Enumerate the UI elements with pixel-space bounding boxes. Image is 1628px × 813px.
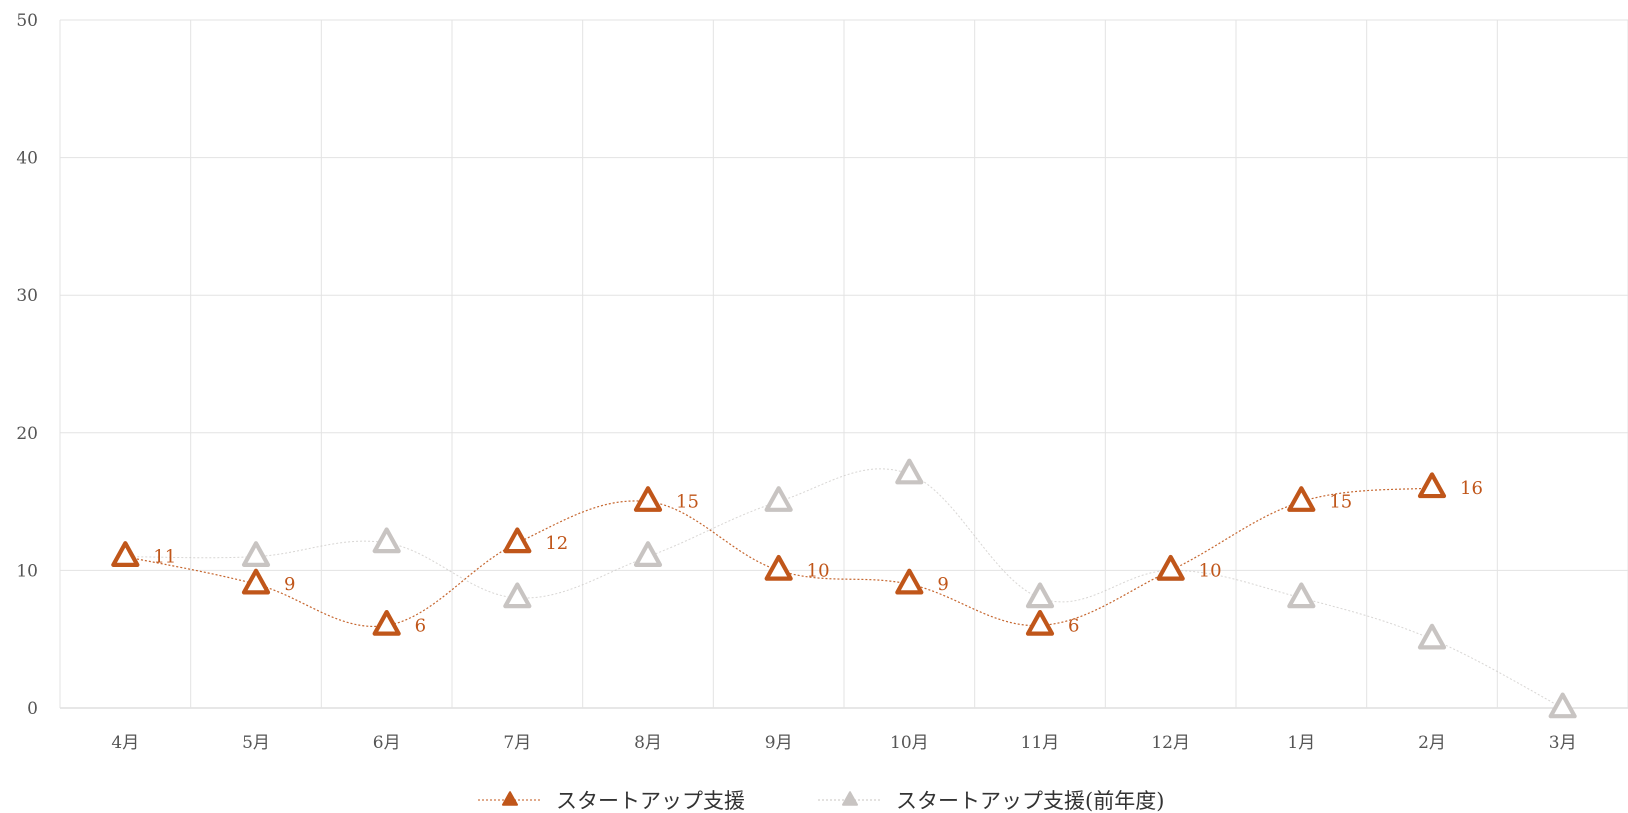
y-tick-label: 20 [16, 424, 38, 444]
data-label: 9 [284, 574, 295, 595]
legend-label: スタートアップ支援(前年度) [896, 789, 1164, 813]
data-point-marker[interactable] [1025, 582, 1055, 609]
y-tick-label: 0 [27, 699, 38, 719]
grid [59, 19, 1628, 709]
x-tick-label: 1月 [1287, 733, 1315, 753]
x-tick-label: 8月 [634, 733, 662, 753]
data-label: 15 [1329, 492, 1352, 513]
x-tick-label: 3月 [1549, 733, 1577, 753]
data-label: 16 [1460, 478, 1483, 499]
data-point-marker[interactable] [764, 486, 793, 512]
series-0: 11 9 6 12 15 10 9 6 10 15 16 [111, 472, 1483, 636]
data-point-marker[interactable] [503, 527, 532, 554]
data-label: 10 [807, 560, 830, 581]
data-point-marker[interactable] [895, 568, 924, 595]
legend-marker-swatch [502, 791, 518, 806]
data-label: 6 [1068, 615, 1079, 636]
series-layer: 11 9 6 12 15 10 9 6 10 15 16 [111, 458, 1577, 719]
data-point-marker[interactable] [1287, 486, 1316, 512]
data-point-marker[interactable] [241, 541, 271, 567]
y-tick-label: 40 [16, 149, 38, 169]
series-1 [111, 458, 1577, 719]
x-axis-ticks: 4月 5月 6月 7月 8月 9月 10月 11月 12月 1月 2月 3月 [111, 733, 1576, 753]
data-label: 11 [153, 547, 176, 568]
data-point-marker[interactable] [111, 541, 140, 567]
data-label: 15 [676, 492, 699, 513]
data-point-marker[interactable] [241, 568, 271, 595]
x-tick-label: 7月 [503, 733, 531, 753]
data-point-marker[interactable] [1417, 472, 1447, 499]
data-point-marker[interactable] [1417, 623, 1447, 650]
x-tick-label: 12月 [1151, 733, 1190, 753]
x-tick-label: 4月 [111, 733, 139, 753]
legend-item-1[interactable]: スタートアップ支援(前年度) [818, 789, 1164, 813]
y-tick-label: 30 [16, 286, 38, 306]
legend-label: スタートアップ支援 [556, 789, 745, 813]
x-tick-label: 6月 [373, 733, 401, 753]
legend-item-0[interactable]: スタートアップ支援 [478, 789, 745, 813]
data-point-marker[interactable] [1287, 582, 1316, 609]
data-point-marker[interactable] [372, 609, 401, 636]
data-point-marker[interactable] [633, 541, 663, 567]
data-label: 10 [1199, 560, 1222, 581]
data-point-marker[interactable] [503, 582, 532, 609]
x-tick-label: 5月 [242, 733, 270, 753]
legend[interactable]: スタートアップ支援 スタートアップ支援(前年度) [478, 789, 1164, 813]
data-label: 12 [545, 533, 568, 554]
data-label: 6 [415, 615, 426, 636]
x-tick-label: 10月 [890, 733, 929, 753]
y-tick-label: 50 [16, 11, 38, 31]
data-point-marker[interactable] [764, 554, 793, 581]
y-tick-label: 10 [16, 561, 38, 581]
data-point-marker[interactable] [372, 527, 401, 554]
x-tick-label: 2月 [1418, 733, 1446, 753]
y-axis-ticks: 0 10 20 30 40 50 [16, 11, 38, 719]
data-point-marker[interactable] [895, 458, 924, 485]
x-tick-label: 11月 [1021, 733, 1060, 753]
data-point-marker[interactable] [1548, 692, 1577, 719]
data-point-marker[interactable] [1025, 609, 1055, 636]
data-label: 9 [937, 574, 948, 595]
legend-marker-swatch [842, 791, 858, 806]
data-point-marker[interactable] [633, 486, 663, 512]
data-point-marker[interactable] [1156, 554, 1185, 581]
x-tick-label: 9月 [765, 733, 793, 753]
